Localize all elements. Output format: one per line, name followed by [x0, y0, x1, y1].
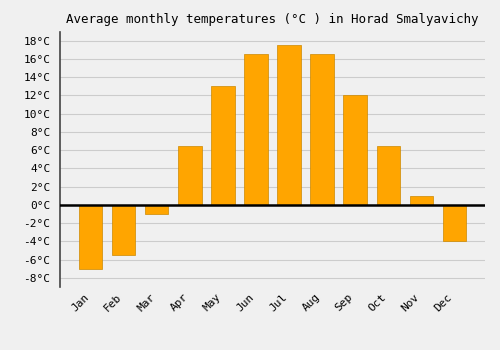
Bar	[344, 95, 366, 205]
Bar	[410, 196, 432, 205]
Bar	[178, 146, 202, 205]
Bar	[146, 205, 169, 214]
Bar	[442, 205, 466, 242]
Bar	[212, 86, 234, 205]
Bar	[80, 205, 102, 269]
Title: Average monthly temperatures (°C ) in Horad Smalyavichy: Average monthly temperatures (°C ) in Ho…	[66, 13, 479, 26]
Bar	[376, 146, 400, 205]
Bar	[278, 45, 300, 205]
Bar	[244, 54, 268, 205]
Bar	[112, 205, 136, 255]
Bar	[310, 54, 334, 205]
